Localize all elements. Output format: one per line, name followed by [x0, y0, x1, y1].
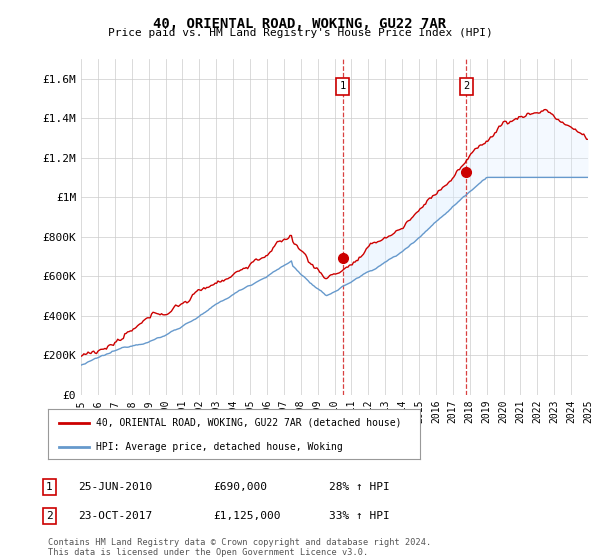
Text: 1: 1	[340, 81, 346, 91]
Text: 40, ORIENTAL ROAD, WOKING, GU22 7AR (detached house): 40, ORIENTAL ROAD, WOKING, GU22 7AR (det…	[97, 418, 402, 428]
Text: 1: 1	[46, 482, 53, 492]
Text: Price paid vs. HM Land Registry's House Price Index (HPI): Price paid vs. HM Land Registry's House …	[107, 28, 493, 38]
Text: 40, ORIENTAL ROAD, WOKING, GU22 7AR: 40, ORIENTAL ROAD, WOKING, GU22 7AR	[154, 17, 446, 31]
Text: 2: 2	[463, 81, 470, 91]
Text: 25-JUN-2010: 25-JUN-2010	[78, 482, 152, 492]
Text: 33% ↑ HPI: 33% ↑ HPI	[329, 511, 389, 521]
Text: 28% ↑ HPI: 28% ↑ HPI	[329, 482, 389, 492]
Text: 23-OCT-2017: 23-OCT-2017	[78, 511, 152, 521]
Text: HPI: Average price, detached house, Woking: HPI: Average price, detached house, Woki…	[97, 442, 343, 451]
Text: Contains HM Land Registry data © Crown copyright and database right 2024.
This d: Contains HM Land Registry data © Crown c…	[48, 538, 431, 557]
Text: £1,125,000: £1,125,000	[213, 511, 281, 521]
Text: £690,000: £690,000	[213, 482, 267, 492]
Text: 2: 2	[46, 511, 53, 521]
